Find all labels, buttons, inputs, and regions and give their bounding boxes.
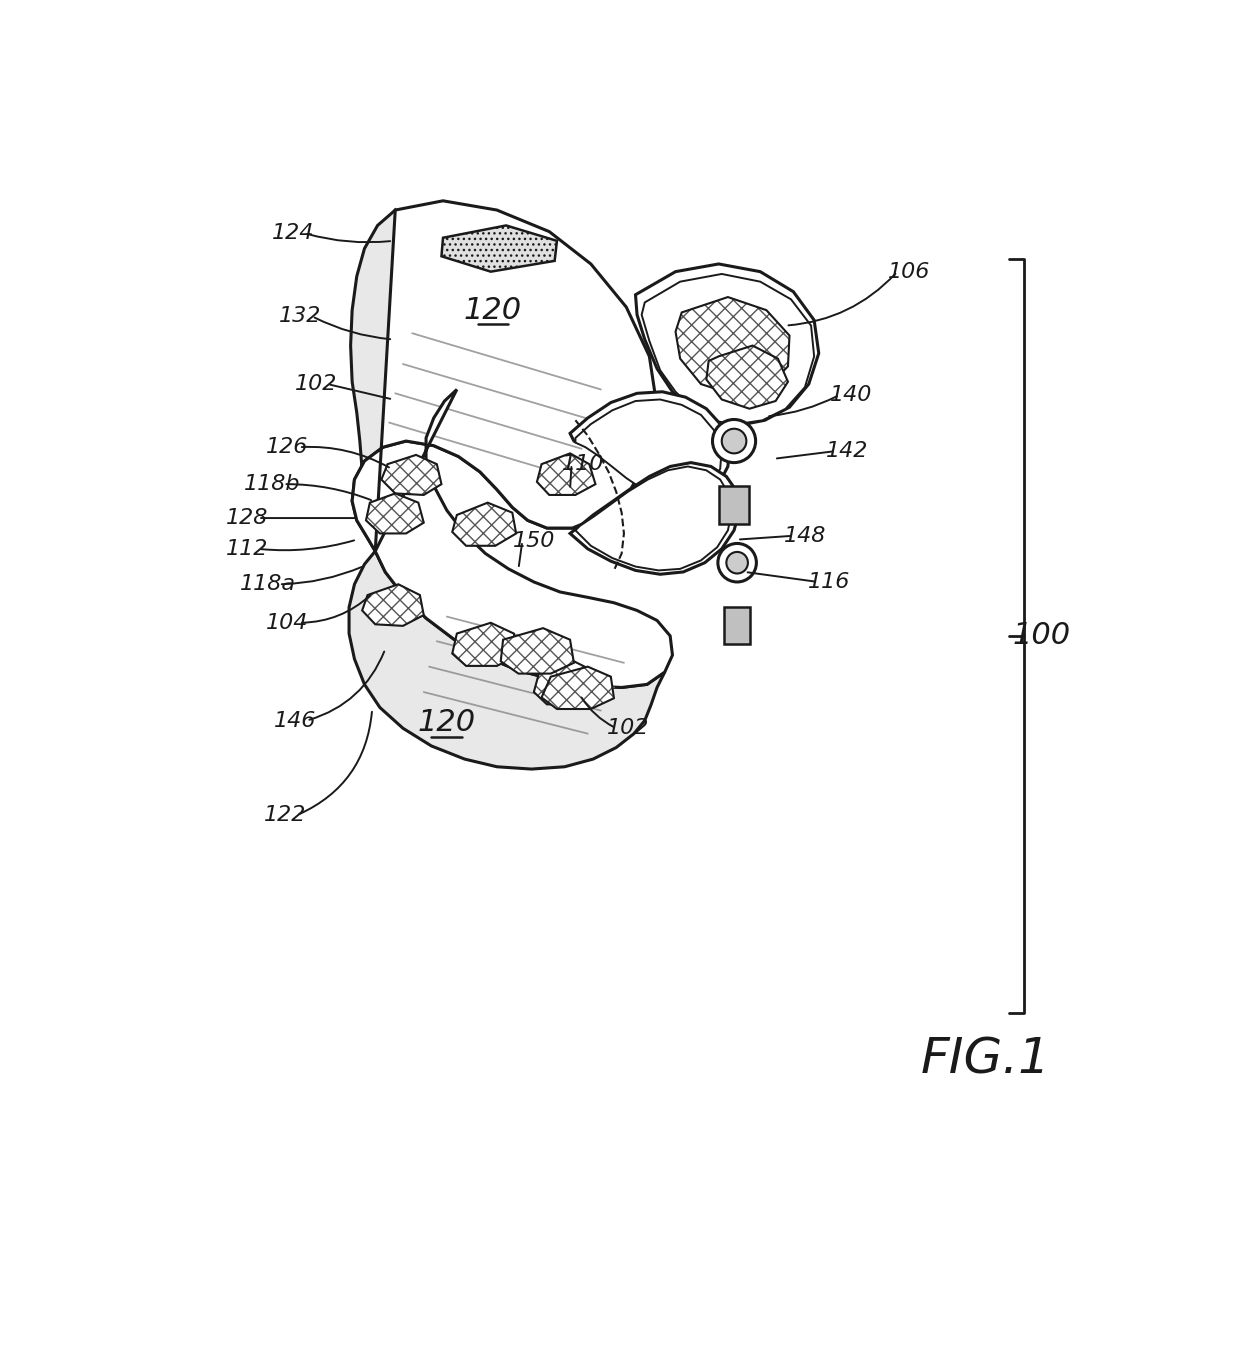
Text: 124: 124 (272, 223, 314, 243)
Polygon shape (575, 466, 732, 571)
Polygon shape (501, 628, 574, 674)
Text: 104: 104 (267, 613, 309, 633)
Polygon shape (641, 275, 815, 424)
Text: 112: 112 (226, 540, 268, 559)
Text: 118a: 118a (239, 575, 295, 594)
Text: 120: 120 (464, 296, 522, 325)
Text: 118b: 118b (244, 474, 300, 495)
Text: 126: 126 (267, 438, 309, 457)
Circle shape (722, 428, 746, 454)
Circle shape (727, 552, 748, 573)
Polygon shape (376, 390, 672, 688)
Circle shape (718, 544, 756, 582)
Circle shape (713, 420, 755, 462)
Polygon shape (382, 455, 441, 495)
Text: 132: 132 (279, 306, 321, 326)
Text: 122: 122 (264, 806, 306, 825)
Text: 102: 102 (606, 719, 649, 738)
Polygon shape (453, 622, 518, 666)
Bar (724, 607, 750, 644)
Polygon shape (676, 298, 790, 395)
Text: 128: 128 (226, 508, 268, 529)
Text: FIG.1: FIG.1 (921, 1036, 1050, 1083)
Text: 146: 146 (274, 711, 316, 731)
Text: 140: 140 (830, 385, 872, 405)
Polygon shape (635, 264, 818, 425)
Text: 102: 102 (295, 374, 337, 394)
Polygon shape (537, 454, 595, 495)
Polygon shape (570, 391, 729, 500)
Polygon shape (453, 503, 516, 546)
Polygon shape (366, 493, 424, 534)
Polygon shape (362, 584, 424, 626)
Bar (719, 485, 749, 525)
Polygon shape (352, 201, 657, 552)
Polygon shape (350, 552, 665, 769)
Polygon shape (570, 462, 739, 575)
Text: 116: 116 (808, 572, 851, 593)
Polygon shape (351, 211, 573, 552)
Text: 150: 150 (512, 531, 556, 552)
Polygon shape (534, 662, 599, 704)
Polygon shape (575, 400, 722, 500)
Polygon shape (542, 667, 614, 709)
Text: 148: 148 (784, 526, 826, 546)
Text: 110: 110 (562, 454, 604, 474)
Text: 100: 100 (1013, 621, 1071, 651)
Text: 120: 120 (418, 708, 476, 738)
Polygon shape (441, 226, 557, 272)
Text: 142: 142 (826, 442, 868, 461)
Text: 106: 106 (888, 262, 930, 281)
Polygon shape (707, 345, 787, 409)
